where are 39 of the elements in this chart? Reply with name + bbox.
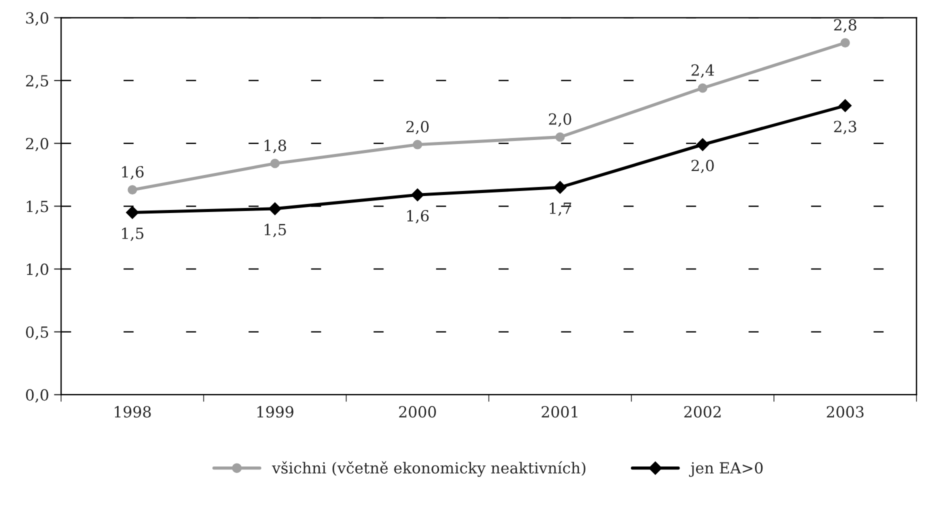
point	[411, 188, 424, 202]
data-label: 2,8	[834, 19, 856, 32]
data-label: 1,7	[550, 202, 572, 216]
legend-label: všichni (včetně ekonomicky neaktivních)	[272, 461, 586, 477]
data-label: 1,5	[122, 228, 144, 241]
point	[412, 140, 422, 150]
data-label: 2,4	[692, 64, 714, 78]
data-label: 2,3	[834, 120, 856, 134]
point	[126, 206, 139, 219]
y-tick-label: 3,0	[26, 12, 48, 26]
y-tick-label: 1,5	[26, 200, 48, 214]
point	[698, 83, 708, 93]
point	[840, 38, 850, 48]
point	[554, 180, 566, 194]
point	[270, 158, 280, 168]
data-label: 1,6	[407, 210, 429, 224]
point	[128, 185, 138, 195]
x-tick-label: 2002	[684, 406, 721, 418]
y-tick-label: 2,5	[26, 75, 48, 88]
data-label: 1,8	[264, 140, 286, 154]
data-label: 2,0	[406, 120, 429, 134]
x-tick-label: 2003	[826, 406, 864, 418]
legend-label: jen EA>0	[689, 462, 763, 477]
data-label: 1,6	[122, 166, 144, 180]
x-tick-label: 1998	[114, 406, 151, 418]
point	[838, 99, 852, 112]
data-label: 1,5	[264, 224, 286, 238]
point	[268, 202, 282, 216]
y-tick-label: 0,5	[26, 326, 48, 340]
y-tick-label: 2,0	[26, 138, 48, 152]
y-tick-label: 1,0	[26, 263, 48, 277]
point	[555, 132, 565, 142]
x-tick-label: 2000	[399, 406, 436, 418]
point	[696, 138, 710, 152]
x-tick-label: 2001	[542, 406, 578, 418]
y-tick-label: 0,0	[26, 389, 48, 403]
data-label: 2,0	[548, 113, 572, 127]
x-tick-label: 1999	[257, 406, 294, 418]
data-label: 2,0	[692, 160, 714, 174]
